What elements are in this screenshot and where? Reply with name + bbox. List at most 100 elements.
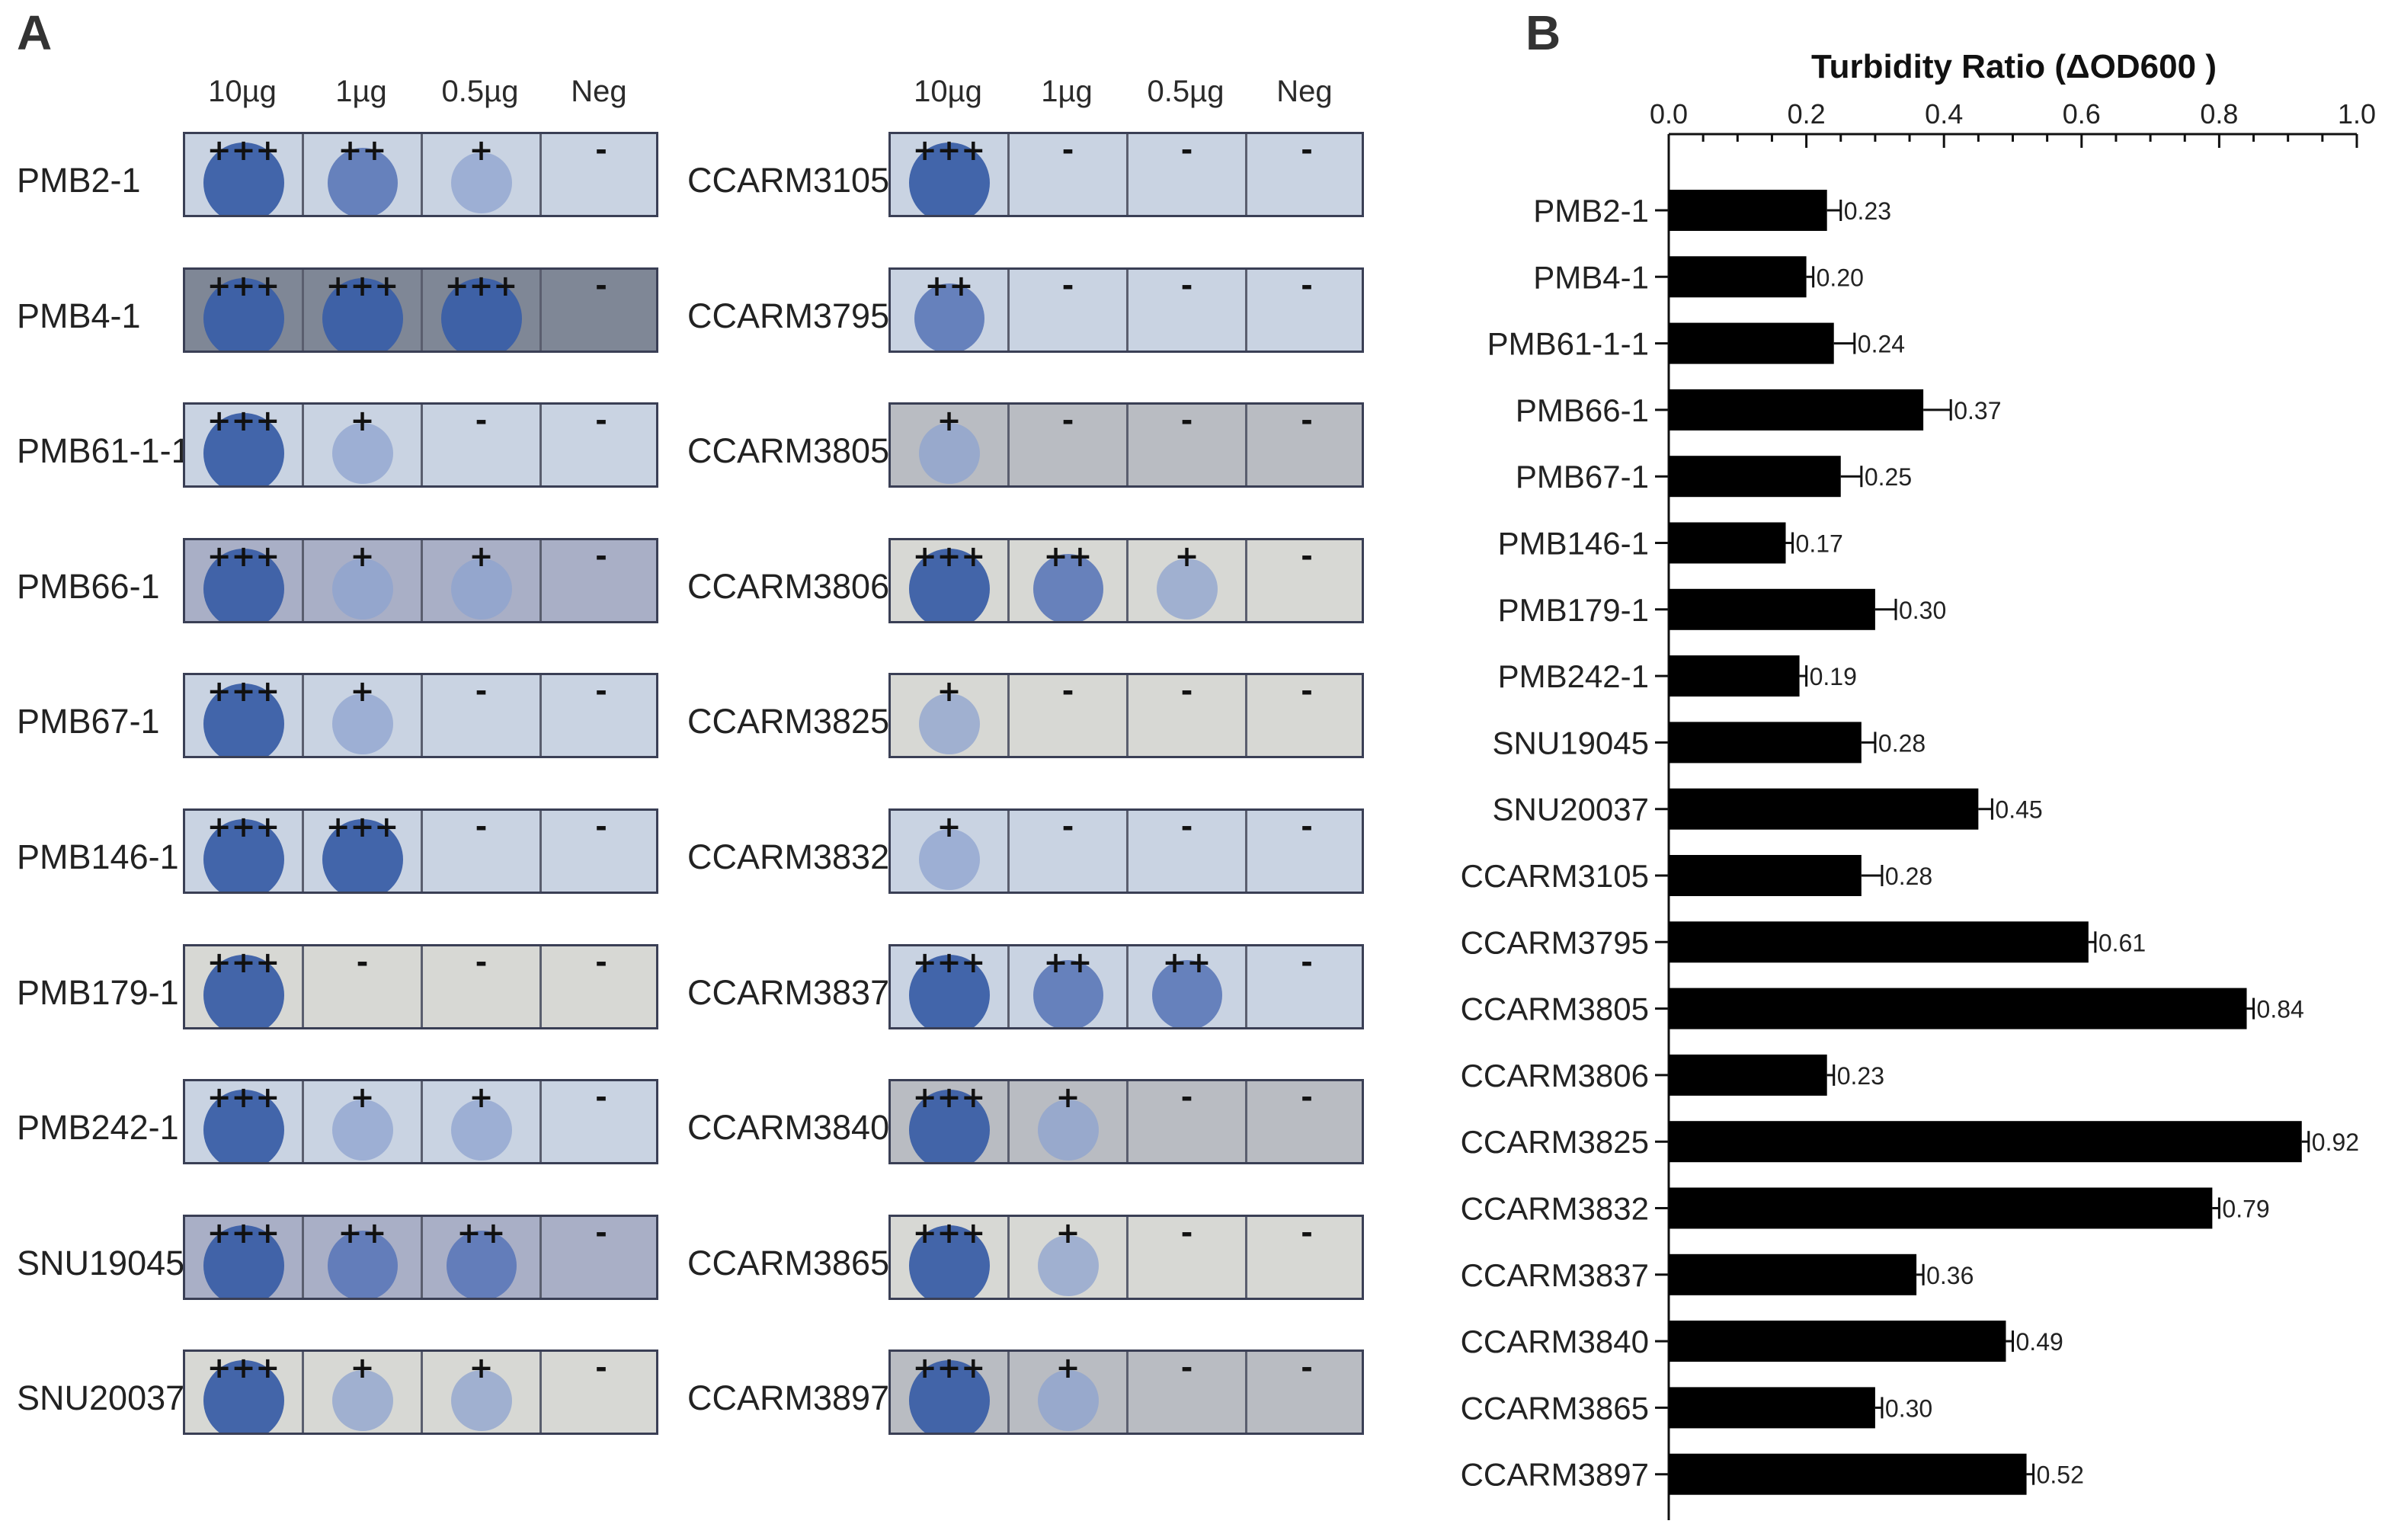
lysis-score: - bbox=[1061, 268, 1074, 303]
right-strain-label: CCARM3837 bbox=[687, 972, 890, 1012]
panel-a-letter: A bbox=[17, 5, 53, 60]
lysis-score: - bbox=[1301, 1081, 1313, 1115]
left-strain-label: SNU20037 bbox=[17, 1378, 185, 1418]
lysis-spot bbox=[1032, 959, 1103, 1027]
bar-value-label: 0.49 bbox=[2016, 1328, 2063, 1356]
lysis-spot bbox=[450, 558, 512, 620]
left-plate-strip: +++ + + - bbox=[183, 1350, 658, 1436]
plate-cell: - bbox=[1128, 268, 1247, 351]
right-plate-strip: +++ + - - bbox=[888, 1214, 1364, 1300]
plate-cell: - bbox=[1128, 1081, 1247, 1163]
plate-cell: - bbox=[542, 946, 656, 1027]
lysis-spot bbox=[322, 819, 403, 892]
y-category-label: PMB61-1-1 bbox=[1487, 326, 1649, 362]
right-plate-strip: + - - - bbox=[888, 808, 1364, 894]
plate-cell: - bbox=[542, 811, 656, 892]
plate-cell: +++ bbox=[185, 811, 304, 892]
plate-cell: ++ bbox=[1010, 946, 1128, 1027]
lysis-score: +++ bbox=[912, 945, 986, 979]
left-header-3: 0.5µg bbox=[441, 75, 519, 108]
y-category-label: PMB4-1 bbox=[1533, 259, 1649, 295]
bar bbox=[1669, 655, 1800, 697]
left-strain-label: PMB2-1 bbox=[17, 161, 141, 200]
plate-cell: - bbox=[542, 270, 656, 351]
right-header-4: Neg bbox=[1276, 75, 1333, 108]
plate-cell: - bbox=[1010, 811, 1128, 892]
x-tick-label: 0.2 bbox=[1788, 98, 1826, 130]
left-strain-label: PMB61-1-1 bbox=[17, 431, 190, 471]
bar bbox=[1669, 588, 1875, 630]
right-plate-strip: +++ + - - bbox=[888, 1079, 1364, 1165]
bar-value-label: 0.79 bbox=[2222, 1196, 2269, 1223]
plate-cell: ++ bbox=[304, 1216, 423, 1298]
plate-cell: + bbox=[423, 1081, 542, 1163]
bar bbox=[1669, 1321, 2006, 1362]
plate-cell: +++ bbox=[891, 1352, 1010, 1433]
plate-cell: +++ bbox=[185, 405, 304, 486]
y-category-label: SNU20037 bbox=[1493, 792, 1649, 828]
bar-value-label: 0.30 bbox=[1899, 597, 1946, 624]
y-category-label: CCARM3840 bbox=[1461, 1324, 1649, 1359]
lysis-score: + bbox=[350, 674, 375, 709]
lysis-score: - bbox=[475, 810, 488, 844]
lysis-score: - bbox=[1301, 1215, 1313, 1250]
right-strain-label: CCARM3805 bbox=[687, 431, 890, 471]
right-strain-label: CCARM3795 bbox=[687, 296, 890, 335]
left-strain-label: PMB179-1 bbox=[17, 972, 179, 1012]
lysis-spot bbox=[322, 277, 403, 351]
lysis-score: +++ bbox=[206, 539, 280, 573]
lysis-score: - bbox=[595, 539, 607, 573]
lysis-spot bbox=[908, 548, 990, 621]
right-header-1: 10µg bbox=[914, 75, 982, 108]
bar-value-label: 0.24 bbox=[1858, 331, 1905, 358]
lysis-score: + bbox=[469, 1081, 494, 1115]
plate-cell: - bbox=[423, 405, 542, 486]
lysis-score: ++ bbox=[1043, 539, 1093, 573]
lysis-score: + bbox=[469, 133, 494, 167]
plate-cell: - bbox=[1128, 811, 1247, 892]
lysis-spot bbox=[1037, 1100, 1099, 1161]
y-category-label: PMB67-1 bbox=[1516, 459, 1649, 495]
bar-value-label: 0.45 bbox=[1995, 796, 2042, 824]
lysis-score: - bbox=[1301, 133, 1313, 167]
y-category-label: CCARM3837 bbox=[1461, 1257, 1649, 1293]
plate-cell: - bbox=[1247, 1081, 1362, 1162]
left-plate-strip: +++ +++ +++ - bbox=[183, 267, 658, 353]
lysis-spot bbox=[450, 1100, 512, 1161]
right-header-3: 0.5µg bbox=[1147, 75, 1225, 108]
lysis-score: - bbox=[1301, 404, 1313, 438]
y-category-label: CCARM3805 bbox=[1461, 991, 1649, 1027]
lysis-score: - bbox=[1061, 810, 1074, 844]
lysis-score: - bbox=[1180, 268, 1193, 303]
bar bbox=[1669, 1253, 1917, 1295]
left-strain-label: PMB4-1 bbox=[17, 296, 141, 335]
lysis-score: - bbox=[1180, 1215, 1193, 1250]
lysis-spot bbox=[1151, 959, 1222, 1027]
bar bbox=[1669, 256, 1807, 298]
plate-cell: +++ bbox=[891, 539, 1010, 621]
plate-cell: ++ bbox=[1010, 539, 1128, 621]
plate-cell: +++ bbox=[891, 946, 1010, 1027]
plate-cell: - bbox=[1128, 675, 1247, 757]
plate-cell: - bbox=[1128, 1352, 1247, 1433]
plate-cell: +++ bbox=[423, 269, 542, 351]
right-strain-label: CCARM3806 bbox=[687, 566, 890, 606]
lysis-score: +++ bbox=[206, 268, 280, 303]
lysis-score: +++ bbox=[912, 133, 986, 167]
lysis-score: - bbox=[1301, 945, 1313, 979]
y-category-label: PMB146-1 bbox=[1498, 526, 1649, 562]
left-strain-label: SNU19045 bbox=[17, 1243, 185, 1282]
lysis-spot bbox=[331, 423, 393, 485]
lysis-score: ++ bbox=[1043, 945, 1093, 979]
right-strain-label: CCARM3105 bbox=[687, 161, 890, 200]
plate-cell: - bbox=[1247, 811, 1362, 892]
left-plate-strip: +++ + + - bbox=[183, 537, 658, 623]
plate-cell: - bbox=[1247, 404, 1362, 485]
lysis-score: + bbox=[1055, 1081, 1080, 1115]
y-category-label: PMB66-1 bbox=[1516, 392, 1649, 428]
right-plate-strip: +++ ++ ++ - bbox=[888, 943, 1364, 1029]
lysis-spot bbox=[203, 548, 284, 621]
bar-value-label: 0.52 bbox=[2037, 1462, 2084, 1489]
lysis-spot bbox=[331, 1370, 393, 1432]
lysis-spot bbox=[327, 148, 398, 215]
